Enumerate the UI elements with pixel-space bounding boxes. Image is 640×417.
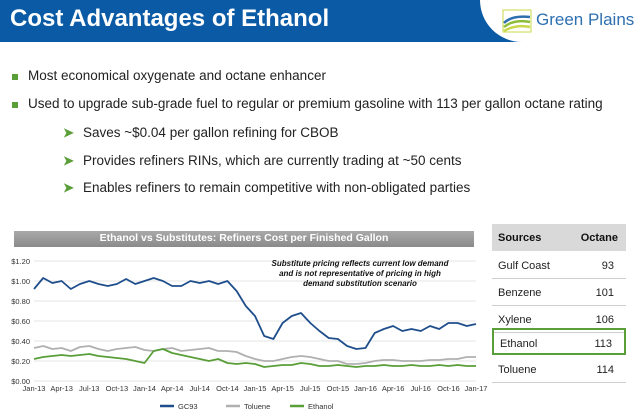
logo-text: Green Plains <box>536 10 635 29</box>
bullet-item: Used to upgrade sub-grade fuel to regula… <box>28 96 603 111</box>
series-line-toluene <box>33 345 476 365</box>
row-source: Xylene <box>498 314 532 326</box>
chart-legend: GC93 Toluene Ethanol <box>160 402 334 411</box>
table-row: Xylene 106 <box>492 306 626 333</box>
annotation-line: and is not representative of pricing in … <box>279 269 441 278</box>
bullet-square-icon <box>12 74 18 80</box>
chart-series <box>33 277 477 368</box>
logo: Green Plains <box>480 0 640 42</box>
series-line-gc93 <box>33 277 477 350</box>
row-octane: 106 <box>595 314 614 326</box>
chart-title-banner: Ethanol vs Substitutes: Refiners Cost pe… <box>14 231 474 247</box>
green-plains-logo-icon <box>502 9 532 33</box>
row-octane: 114 <box>596 364 614 376</box>
x-tick-label: Jul-14 <box>190 384 210 393</box>
x-tick-label: Jan-13 <box>23 384 46 393</box>
line-chart: $0.00 $0.20 $0.40 $0.60 $0.80 $1.00 $1.20 Jan-… <box>11 257 488 411</box>
sub-bullet-item: Enables refiners to remain competitive w… <box>83 180 471 195</box>
column-header-octane: Octane <box>580 232 618 244</box>
bullet-item: Most economical oxygenate and octane enh… <box>28 68 326 83</box>
row-source: Gulf Coast <box>498 260 550 272</box>
row-source: Benzene <box>498 287 542 299</box>
sub-bullet-item: Saves ~$0.04 per gallon refining for CBO… <box>83 125 339 140</box>
legend-label: Ethanol <box>308 402 334 411</box>
y-tick-label: $0.40 <box>11 337 30 346</box>
y-axis-ticks: $0.00 $0.20 $0.40 $0.60 $0.80 $1.00 $1.20 <box>11 257 30 386</box>
row-octane: 101 <box>595 287 614 299</box>
x-tick-label: Apr-13 <box>50 384 73 393</box>
row-source: Toluene <box>498 364 537 376</box>
y-tick-label: $0.60 <box>11 317 30 326</box>
x-axis-ticks: Jan-13 Apr-13 Jul-13 Oct-13 Jan-14 Apr-14 Jul-… <box>23 384 488 393</box>
x-tick-label: Jan-15 <box>244 384 267 393</box>
table-row: Gulf Coast 93 <box>492 252 626 279</box>
bullet-square-icon <box>12 102 18 108</box>
table-row: Toluene 114 <box>492 356 626 383</box>
y-tick-label: $0.00 <box>11 377 30 386</box>
x-tick-label: Oct-13 <box>106 384 129 393</box>
annotation-line: demand substitution scenario <box>303 279 417 288</box>
table-row-highlighted: Ethanol 113 <box>492 328 626 355</box>
x-tick-label: Jan-16 <box>354 384 377 393</box>
annotation-line: Substitute pricing reflects current low … <box>272 259 450 268</box>
title-bar: Cost Advantages of Ethanol Green Plains <box>0 0 640 42</box>
chart-annotation: Substitute pricing reflects current low … <box>272 259 450 288</box>
x-tick-label: Apr-16 <box>382 384 405 393</box>
x-tick-label: Apr-14 <box>161 384 184 393</box>
x-tick-label: Oct-16 <box>437 384 460 393</box>
y-tick-label: $0.20 <box>11 357 30 366</box>
legend-label: GC93 <box>178 402 198 411</box>
x-tick-label: Jul-15 <box>300 384 320 393</box>
row-octane: 93 <box>601 260 614 272</box>
row-source: Ethanol <box>500 338 538 350</box>
x-tick-label: Oct-14 <box>216 384 239 393</box>
table-header: Sources Octane <box>492 224 626 251</box>
column-header-sources: Sources <box>498 232 542 244</box>
page-title: Cost Advantages of Ethanol <box>10 5 330 32</box>
arrow-bullet-icon: ➤ <box>63 125 74 140</box>
row-octane: 113 <box>594 338 612 350</box>
chart-title: Ethanol vs Substitutes: Refiners Cost pe… <box>99 232 389 244</box>
x-tick-label: Jan-14 <box>133 384 156 393</box>
x-tick-label: Oct-15 <box>327 384 350 393</box>
legend-label: Toluene <box>244 402 270 411</box>
arrow-bullet-icon: ➤ <box>63 153 74 168</box>
y-tick-label: $0.80 <box>11 297 30 306</box>
y-tick-label: $1.20 <box>11 257 30 266</box>
table-row: Benzene 101 <box>492 279 626 306</box>
x-tick-label: Jan-17 <box>465 384 488 393</box>
series-line-ethanol <box>33 348 476 368</box>
y-tick-label: $1.00 <box>11 277 30 286</box>
x-tick-label: Jul-16 <box>411 384 431 393</box>
x-tick-label: Jul-13 <box>79 384 99 393</box>
x-tick-label: Apr-15 <box>271 384 294 393</box>
arrow-bullet-icon: ➤ <box>63 180 74 195</box>
sub-bullet-item: Provides refiners RINs, which are curren… <box>83 153 462 168</box>
